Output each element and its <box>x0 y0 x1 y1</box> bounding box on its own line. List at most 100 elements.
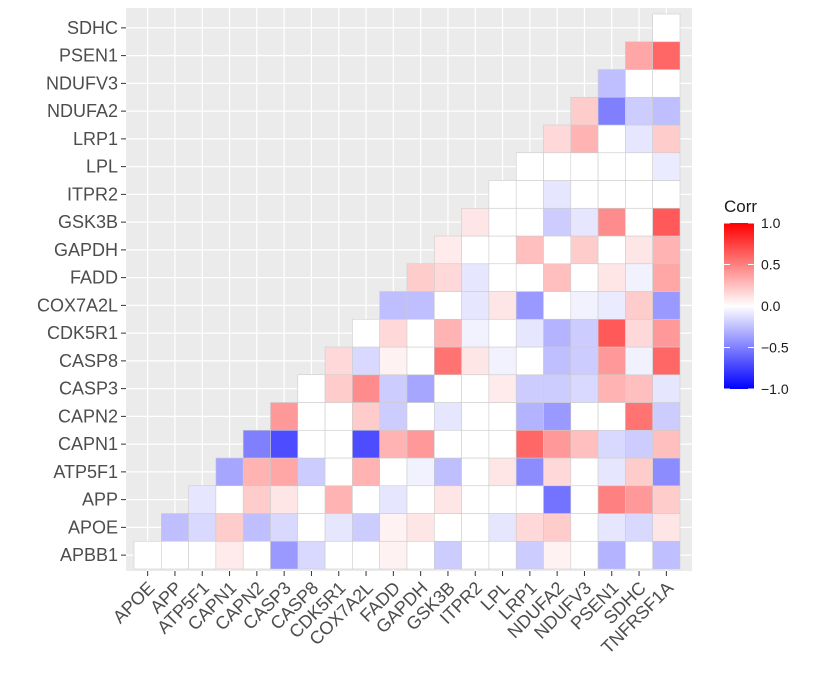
heatmap-cell-CAPN2-ITPR2 <box>461 402 490 431</box>
heatmap-cell-CASP8-PSEN1 <box>597 346 626 376</box>
heatmap-cell-NDUFA2-NDUFV3 <box>570 96 599 126</box>
y-axis: APBB1 APOE APP ATP5F1 CAPN1 CAPN2 CASP3 CASP8 CD… <box>37 18 126 565</box>
heatmap-cell-CDK5R1-FADD <box>379 318 408 348</box>
heatmap-cell-APOE-ATP5F1 <box>188 513 217 542</box>
heatmap-cell-APP-CDK5R1 <box>324 485 353 514</box>
heatmap-cell-ATP5F1-COX7A2L <box>352 457 380 487</box>
y-tick-label: CASP8 <box>59 351 118 371</box>
heatmap-cell-NDUFA2-TNFRSF1A <box>652 96 681 126</box>
heatmap-cell-LPL-PSEN1 <box>597 152 626 181</box>
heatmap-cell-CAPN1-LRP1 <box>515 429 544 459</box>
legend-tick-label: 1.0 <box>761 215 781 231</box>
heatmap-cell-CAPN1-FADD <box>379 429 408 459</box>
heatmap-cell-ATP5F1-CAPN1 <box>215 457 244 487</box>
heatmap-cell-APP-LPL <box>488 485 517 514</box>
heatmap-cell-LPL-LRP1 <box>515 152 544 181</box>
heatmap-cell-ATP5F1-ITPR2 <box>461 457 490 487</box>
heatmap-cell-LRP1-NDUFA2 <box>543 124 572 154</box>
heatmap-cell-NDUFA2-SDHC <box>625 96 654 126</box>
legend-tick-label: 0.5 <box>761 257 781 273</box>
y-tick-label: GSK3B <box>58 212 118 232</box>
heatmap-cell-APOE-LRP1 <box>515 513 544 542</box>
heatmap-cell-APP-SDHC <box>625 485 654 514</box>
heatmap-cell-APOE-CDK5R1 <box>324 513 353 542</box>
y-tick-label: APP <box>82 490 118 510</box>
heatmap-cell-GAPDH-GSK3B <box>433 235 462 265</box>
heatmap-cell-ITPR2-PSEN1 <box>597 180 626 209</box>
heatmap-cell-COX7A2L-SDHC <box>625 291 654 320</box>
heatmap-cell-LRP1-TNFRSF1A <box>652 124 681 154</box>
legend-tick-label: −1.0 <box>761 381 789 397</box>
heatmap-cell-CAPN2-CASP8 <box>297 402 326 431</box>
heatmap-cell-GSK3B-LRP1 <box>515 207 544 237</box>
heatmap-cell-APP-CASP3 <box>270 485 299 514</box>
heatmap-cell-APOE-ITPR2 <box>461 513 490 542</box>
heatmap-cell-APOE-CAPN1 <box>215 513 244 542</box>
heatmap-cell-APP-GSK3B <box>433 485 462 514</box>
heatmap-cell-CAPN1-LPL <box>488 429 517 459</box>
heatmap-cell-APOE-FADD <box>379 513 408 542</box>
heatmap-cell-CAPN2-PSEN1 <box>597 402 626 431</box>
heatmap-cell-CDK5R1-LPL <box>488 318 517 348</box>
legend-title: Corr <box>724 197 757 216</box>
heatmap-cell-APP-FADD <box>379 485 408 514</box>
heatmap-cell-APP-CAPN2 <box>242 485 271 514</box>
heatmap-cell-CASP8-NDUFA2 <box>543 346 572 376</box>
heatmap-cell-APOE-COX7A2L <box>352 513 380 542</box>
heatmap-cell-CASP8-TNFRSF1A <box>652 346 681 376</box>
heatmap-cell-APBB1-NDUFV3 <box>570 540 599 570</box>
heatmap-cell-CAPN2-TNFRSF1A <box>652 402 681 431</box>
heatmap-cell-FADD-LPL <box>488 263 517 292</box>
heatmap-cell-CASP3-LRP1 <box>515 374 544 403</box>
heatmap-cell-FADD-NDUFV3 <box>570 263 599 292</box>
heatmap-cell-LPL-NDUFA2 <box>543 152 572 181</box>
heatmap-cell-CAPN1-ITPR2 <box>461 429 490 459</box>
heatmap-cell-APBB1-COX7A2L <box>352 540 380 570</box>
heatmap-cell-APP-ATP5F1 <box>188 485 217 514</box>
heatmap-cell-LPL-TNFRSF1A <box>652 152 681 181</box>
heatmap-cell-APP-CAPN1 <box>215 485 244 514</box>
heatmap-cell-COX7A2L-LRP1 <box>515 291 544 320</box>
heatmap-cell-CAPN2-NDUFA2 <box>543 402 572 431</box>
heatmap-cell-APBB1-PSEN1 <box>597 540 626 570</box>
heatmap-cell-FADD-GSK3B <box>433 263 462 292</box>
heatmap-cell-APBB1-CAPN1 <box>215 540 244 570</box>
heatmap-cell-ITPR2-SDHC <box>625 180 654 209</box>
heatmap-cell-COX7A2L-NDUFA2 <box>543 291 572 320</box>
heatmap-cell-PSEN1-SDHC <box>625 41 654 70</box>
heatmap-cell-CDK5R1-TNFRSF1A <box>652 318 681 348</box>
heatmap-cell-APP-CASP8 <box>297 485 326 514</box>
heatmap-cell-APP-NDUFV3 <box>570 485 599 514</box>
heatmap-cell-APP-NDUFA2 <box>543 485 572 514</box>
heatmap-cell-CAPN2-GSK3B <box>433 402 462 431</box>
heatmap-cell-APBB1-CDK5R1 <box>324 540 353 570</box>
heatmap-cell-CDK5R1-GAPDH <box>406 318 435 348</box>
heatmap-cell-APOE-CASP8 <box>297 513 326 542</box>
y-tick-label: ATP5F1 <box>53 462 118 482</box>
heatmap-cell-NDUFV3-TNFRSF1A <box>652 69 681 98</box>
y-tick-label: APOE <box>68 517 118 537</box>
heatmap-cell-APP-TNFRSF1A <box>652 485 681 514</box>
heatmap-cell-APOE-SDHC <box>625 513 654 542</box>
heatmap-cell-CAPN2-CDK5R1 <box>324 402 353 431</box>
heatmap-cell-APOE-PSEN1 <box>597 513 626 542</box>
heatmap-cell-COX7A2L-PSEN1 <box>597 291 626 320</box>
heatmap-cell-CASP8-GSK3B <box>433 346 462 376</box>
heatmap-cell-CASP3-NDUFV3 <box>570 374 599 403</box>
heatmap-cell-ATP5F1-CAPN2 <box>242 457 271 487</box>
heatmap-cell-GAPDH-NDUFV3 <box>570 235 599 265</box>
heatmap-cell-LRP1-NDUFV3 <box>570 124 599 154</box>
heatmap-cell-CASP3-TNFRSF1A <box>652 374 681 403</box>
heatmap-cell-ATP5F1-GSK3B <box>433 457 462 487</box>
heatmap-cell-GSK3B-SDHC <box>625 207 654 237</box>
y-tick-label: CDK5R1 <box>47 323 118 343</box>
heatmap-cell-CAPN1-NDUFA2 <box>543 429 572 459</box>
heatmap-cell-FADD-NDUFA2 <box>543 263 572 292</box>
heatmap-cell-FADD-GAPDH <box>406 263 435 292</box>
y-tick-label: ITPR2 <box>67 184 118 204</box>
heatmap-cell-CASP3-GSK3B <box>433 374 462 403</box>
heatmap-cell-APBB1-GAPDH <box>406 540 435 570</box>
heatmap-cell-APBB1-CAPN2 <box>242 540 271 570</box>
heatmap-cell-APOE-CAPN2 <box>242 513 271 542</box>
